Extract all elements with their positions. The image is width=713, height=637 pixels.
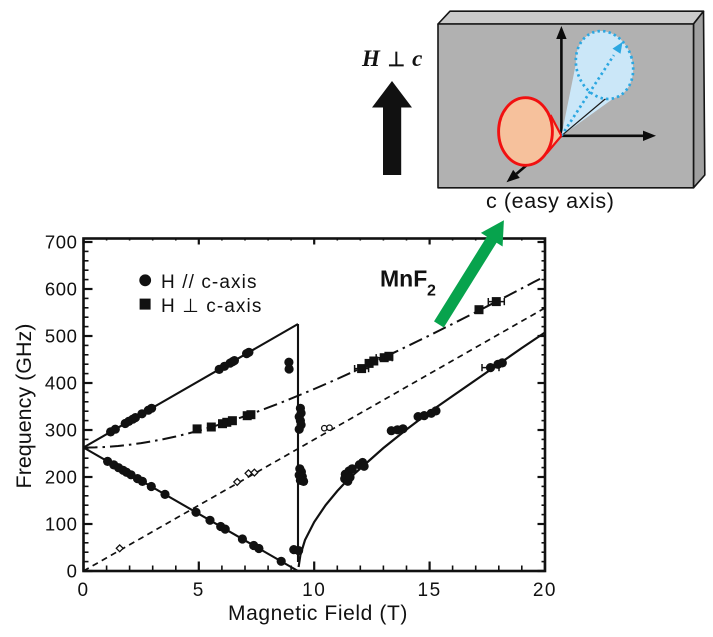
svg-text:Magnetic Field (T): Magnetic Field (T) bbox=[228, 602, 408, 625]
svg-text:600: 600 bbox=[45, 279, 78, 300]
svg-text:MnF: MnF bbox=[380, 266, 427, 292]
svg-text:2: 2 bbox=[427, 283, 436, 300]
svg-text:400: 400 bbox=[45, 373, 78, 394]
svg-text:20: 20 bbox=[533, 580, 557, 601]
svg-text:Frequency (GHz): Frequency (GHz) bbox=[12, 324, 36, 489]
svg-text:H // c-axis: H // c-axis bbox=[161, 272, 258, 293]
svg-text:700: 700 bbox=[45, 232, 78, 253]
svg-text:5: 5 bbox=[193, 580, 205, 601]
svg-text:H ⊥c: H ⊥ c bbox=[361, 46, 422, 71]
svg-text:300: 300 bbox=[45, 420, 78, 441]
svg-text:0: 0 bbox=[77, 580, 89, 601]
svg-text:200: 200 bbox=[45, 467, 78, 488]
svg-text:0: 0 bbox=[67, 561, 78, 582]
svg-text:10: 10 bbox=[302, 580, 326, 601]
svg-text:H ⊥ c-axis: H ⊥ c-axis bbox=[161, 296, 262, 317]
svg-text:c (easy axis): c (easy axis) bbox=[486, 189, 614, 213]
svg-text:500: 500 bbox=[45, 326, 78, 347]
svg-text:15: 15 bbox=[418, 580, 442, 601]
svg-text:100: 100 bbox=[45, 514, 78, 535]
